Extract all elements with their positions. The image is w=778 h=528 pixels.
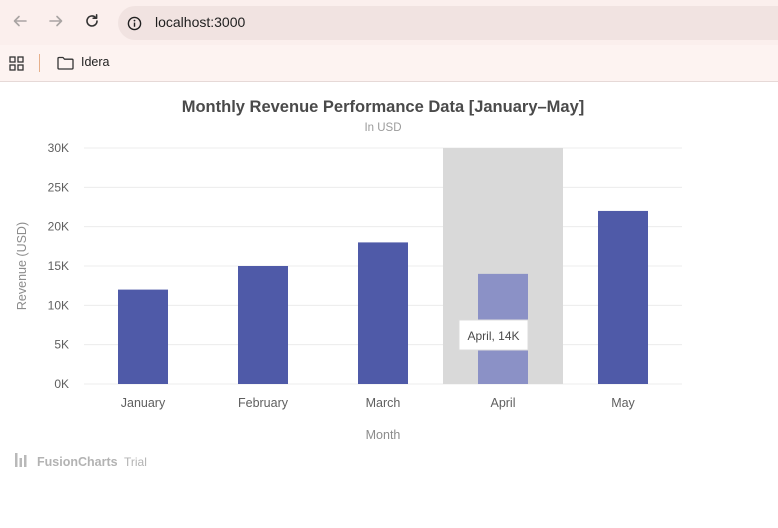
arrow-left-icon (13, 15, 27, 27)
y-tick-label: 30K (48, 141, 69, 155)
bars (118, 210, 648, 384)
x-tick-label: January (121, 396, 166, 410)
tooltip: April, 14K (458, 319, 529, 351)
y-tick-label: 10K (48, 298, 69, 312)
address-bar[interactable] (118, 6, 778, 40)
fusioncharts-logo (15, 453, 27, 467)
site-info-icon[interactable] (127, 16, 142, 31)
watermark-brand: FusionCharts (37, 455, 118, 469)
watermark-suffix: Trial (124, 455, 147, 469)
y-axis-title: Revenue (USD) (15, 222, 29, 310)
reload-button[interactable] (80, 9, 104, 33)
bar-march[interactable] (358, 242, 408, 384)
x-axis-title: Month (366, 428, 401, 442)
tooltip-text: April, 14K (467, 329, 519, 343)
bookmarks-bar: Idera (0, 45, 778, 82)
forward-button[interactable] (44, 9, 68, 33)
url-text[interactable]: localhost:3000 (155, 14, 246, 30)
tooltip-box (458, 319, 529, 351)
folder-icon[interactable] (57, 56, 74, 70)
browser-toolbar: localhost:3000 (0, 0, 778, 45)
arrow-right-icon (49, 15, 63, 27)
page-content: Monthly Revenue Performance Data [Januar… (0, 82, 778, 523)
bar-may[interactable] (598, 210, 648, 384)
chart-title: Monthly Revenue Performance Data [Januar… (182, 98, 585, 116)
y-tick-label: 20K (48, 220, 69, 234)
y-tick-label: 0K (54, 377, 69, 391)
bookmark-folder-idera[interactable]: Idera (81, 55, 110, 69)
y-axis-ticks: 0K 5K 10K 15K 20K 25K 30K (48, 141, 69, 391)
y-tick-label: 15K (48, 259, 69, 273)
x-tick-label: February (238, 396, 289, 410)
back-button[interactable] (8, 9, 32, 33)
bar-february[interactable] (238, 266, 288, 384)
x-tick-label: March (366, 396, 401, 410)
y-tick-label: 5K (54, 338, 69, 352)
x-tick-label: April (490, 396, 515, 410)
x-tick-label: May (611, 396, 635, 410)
apps-grid-icon[interactable] (9, 56, 24, 71)
revenue-chart: Monthly Revenue Performance Data [Januar… (15, 98, 682, 469)
y-tick-label: 25K (48, 180, 69, 194)
bar-january[interactable] (118, 289, 168, 384)
x-axis-ticks: January February March April May (121, 396, 636, 410)
reload-icon (86, 14, 98, 27)
bookmarks-divider (39, 54, 40, 72)
chart-subtitle: In USD (364, 122, 401, 134)
